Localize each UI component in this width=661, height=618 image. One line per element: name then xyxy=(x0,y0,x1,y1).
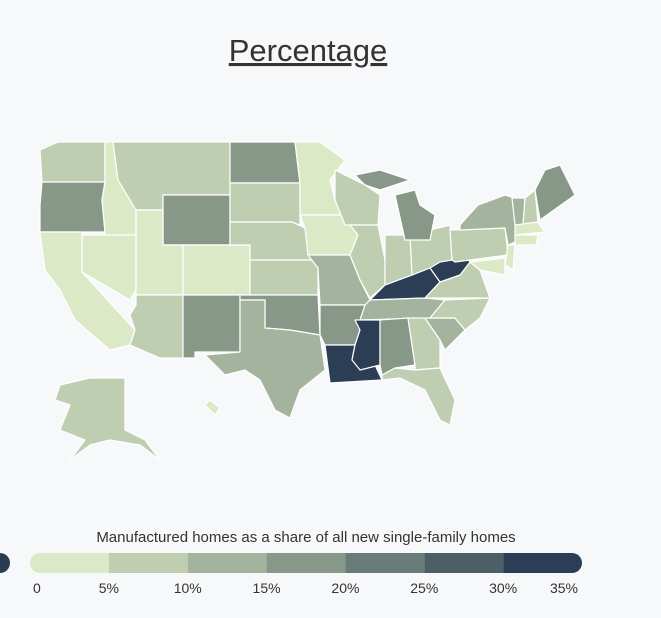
edge-marker xyxy=(0,553,10,573)
state xyxy=(39,181,106,233)
state xyxy=(349,224,386,299)
legend-swatch xyxy=(187,553,267,573)
map-title: Percentage xyxy=(229,33,388,68)
legend-swatch xyxy=(30,553,109,573)
states xyxy=(39,141,576,461)
legend-tick-label: 20% xyxy=(331,580,359,596)
state xyxy=(54,377,161,461)
state xyxy=(39,141,106,183)
legend-ticks: 0 5% 10% 15% 20% 25% 30% 35% xyxy=(33,580,578,596)
legend-bar xyxy=(30,553,582,573)
state xyxy=(534,164,576,221)
legend-swatch xyxy=(503,553,582,573)
state xyxy=(249,259,319,296)
state xyxy=(81,234,137,301)
state xyxy=(514,221,546,236)
state xyxy=(129,294,184,359)
state xyxy=(229,141,301,184)
legend-tick-label: 15% xyxy=(253,580,281,596)
legend-swatch xyxy=(266,553,346,573)
legend-tick-label: 30% xyxy=(489,580,517,596)
legend-tick-label: 25% xyxy=(410,580,438,596)
state xyxy=(229,182,301,226)
legend-tick-label: 5% xyxy=(99,580,119,596)
state xyxy=(204,399,221,416)
legend-swatch xyxy=(345,553,425,573)
legend-swatch xyxy=(108,553,188,573)
state xyxy=(162,194,231,246)
legend-tick-label: 0 xyxy=(33,580,41,596)
legend-tick-label: 35% xyxy=(550,580,578,596)
state xyxy=(182,294,241,359)
legend-title: Manufactured homes as a share of all new… xyxy=(96,529,515,546)
state xyxy=(182,244,251,296)
state xyxy=(504,244,516,271)
state xyxy=(354,169,436,241)
legend-tick-label: 10% xyxy=(174,580,202,596)
legend-swatch xyxy=(424,553,504,573)
state xyxy=(514,234,539,246)
state xyxy=(469,257,506,276)
state xyxy=(204,299,326,419)
state xyxy=(429,297,491,331)
state xyxy=(381,367,456,426)
